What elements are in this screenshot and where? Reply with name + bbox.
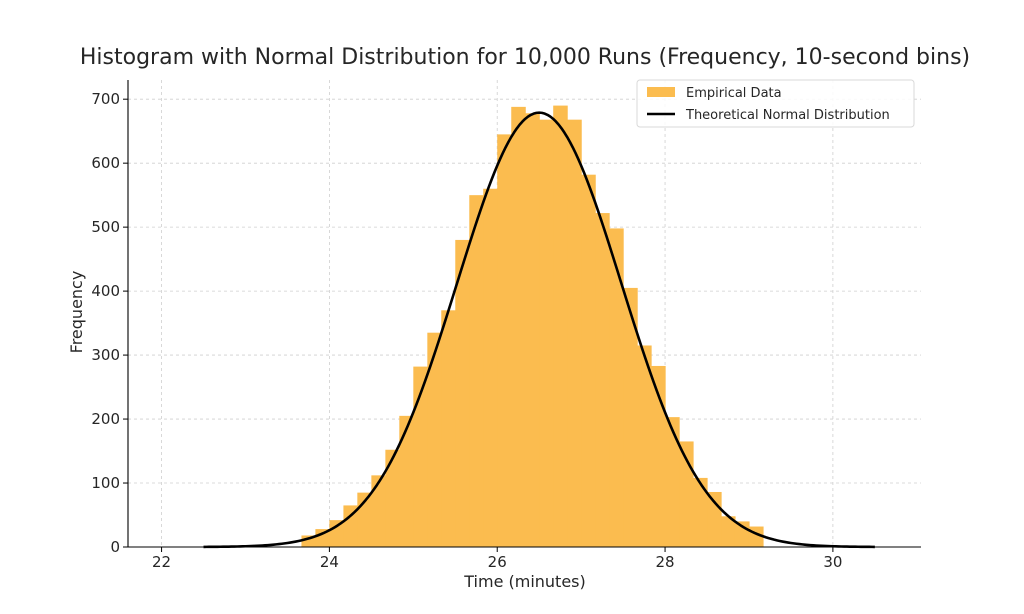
- histogram-bar: [413, 366, 428, 547]
- histogram-bar: [721, 516, 736, 547]
- histogram-bars: [301, 105, 764, 548]
- histogram-bar: [469, 195, 484, 547]
- histogram-bar: [371, 475, 386, 547]
- y-tick-label: 300: [91, 346, 120, 364]
- histogram-bar: [441, 310, 456, 547]
- histogram-bar: [385, 449, 400, 547]
- axes: [127, 80, 921, 548]
- legend-frame: [636, 79, 915, 128]
- x-axis-label: Time (minutes): [463, 572, 586, 591]
- y-tick-label: 100: [91, 474, 120, 492]
- histogram-bar: [483, 188, 498, 547]
- x-tick-label: 30: [823, 553, 842, 571]
- histogram-bar: [581, 174, 596, 548]
- y-tick-label: 0: [110, 538, 120, 556]
- y-tick-label: 400: [91, 282, 120, 300]
- histogram-bar: [651, 365, 666, 547]
- normal-distribution-line: [203, 111, 875, 549]
- histogram-bar: [693, 477, 708, 547]
- x-tick-label: 24: [320, 553, 339, 571]
- histogram-bar: [301, 535, 316, 547]
- histogram-bar: [567, 119, 582, 547]
- histogram-bar: [525, 113, 540, 548]
- x-tick-label: 28: [656, 553, 675, 571]
- histogram-bar: [553, 105, 568, 547]
- histogram-bar: [497, 134, 512, 547]
- legend-swatch-empirical: [647, 87, 675, 97]
- y-tick-label: 600: [91, 154, 120, 172]
- histogram-bar: [427, 332, 442, 547]
- chart-title: Histogram with Normal Distribution for 1…: [80, 45, 970, 70]
- y-tick-label: 200: [91, 410, 120, 428]
- histogram-bar: [637, 345, 652, 547]
- y-axis-label: Frequency: [67, 271, 86, 354]
- legend: Empirical Data Theoretical Normal Distri…: [636, 79, 915, 128]
- histogram-bar: [511, 106, 526, 547]
- y-tick-label: 500: [91, 218, 120, 236]
- x-tick-label: 22: [152, 553, 171, 571]
- y-tick-label: 700: [91, 90, 120, 108]
- histogram-bar: [665, 417, 680, 547]
- normal-curve: [203, 111, 875, 549]
- histogram-bar: [595, 213, 610, 547]
- histogram-bar: [623, 287, 638, 547]
- histogram-bar: [455, 239, 470, 547]
- histogram-bar: [399, 415, 414, 547]
- x-tick-label: 26: [488, 553, 507, 571]
- histogram-bar: [539, 119, 554, 547]
- histogram-bar: [609, 228, 624, 547]
- legend-label-normal: Theoretical Normal Distribution: [685, 108, 890, 123]
- legend-label-empirical: Empirical Data: [686, 86, 782, 101]
- histogram-bar: [343, 505, 358, 547]
